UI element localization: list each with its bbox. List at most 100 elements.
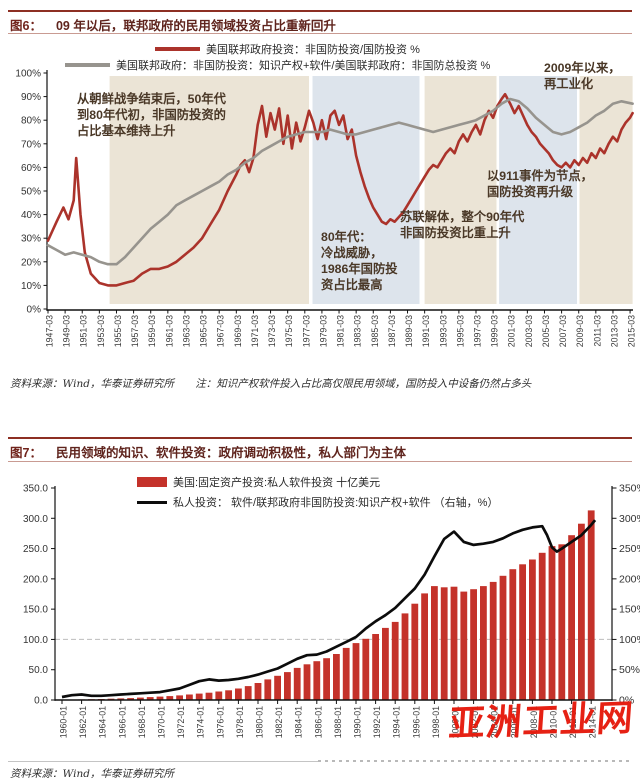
x-tick-label: 1992-01 [372, 706, 382, 738]
annotation-eighties-coldwar: 80年代： 冷战威胁， 1986年国防投 资占比最高 [321, 230, 398, 292]
fig7-legend-label-bars: 美国:固定资产投资:私人软件投资 十亿美元 [173, 477, 381, 489]
x-tick-label: 1997-03 [473, 315, 483, 347]
fig6-source-line: 资料来源：Wind，华泰证券研究所 注：知识产权软件投入占比高仅限民用领域，国防… [10, 376, 531, 391]
right-tick-label: 150% [619, 604, 640, 616]
right-tick-label: 200% [619, 573, 640, 585]
software-investment-bar [186, 694, 193, 700]
software-investment-bar [548, 546, 556, 700]
software-investment-bar [558, 544, 566, 700]
left-tick-label: 200.0 [23, 574, 48, 585]
software-investment-bar [382, 627, 389, 700]
x-tick-label: 2014-01 [588, 706, 598, 738]
software-investment-bar [499, 575, 507, 700]
y-tick-label: 10% [21, 281, 41, 292]
x-tick-label: 1993-03 [438, 315, 448, 347]
right-tick-label: 100% [619, 634, 640, 646]
y-tick-label: 100% [15, 69, 41, 80]
software-investment-bar [342, 647, 350, 700]
fig6-legend-label-gray: 美国联邦政府：非国防投资：知识产权+软件/美国联邦政府：非国防总投资 % [116, 60, 491, 72]
fig7-rule-top [8, 437, 632, 439]
right-tick-label: 350% [619, 483, 640, 495]
x-tick-label: 2006-01 [509, 706, 519, 738]
software-investment-bar [156, 696, 164, 700]
fig6-title: 09 年以后，联邦政府的民用领域投资占比重新回升 [55, 19, 336, 33]
software-investment-bar [146, 697, 154, 700]
software-investment-bar [195, 693, 203, 700]
x-tick-label: 1971-03 [250, 315, 260, 347]
x-tick-label: 1949-03 [62, 315, 72, 347]
software-investment-bar [323, 658, 330, 700]
software-investment-bar [352, 643, 360, 700]
fig7-label: 图7： [10, 446, 42, 460]
site-watermark: 亚洲工业网 [447, 696, 636, 746]
x-tick-label: 1970-01 [157, 706, 167, 738]
software-investment-bar [225, 690, 232, 700]
software-investment-bar [264, 679, 272, 700]
software-investment-bar [244, 686, 252, 700]
right-tick-label: 50% [619, 664, 640, 676]
x-tick-label: 2009-03 [575, 315, 585, 347]
y-tick-label: 20% [21, 257, 41, 268]
left-tick-label: 100.0 [23, 635, 48, 646]
x-tick-label: 2005-03 [541, 315, 551, 347]
x-tick-label: 1973-03 [267, 315, 277, 347]
period-band [579, 76, 633, 304]
x-tick-label: 1959-03 [147, 315, 157, 347]
software-investment-bar [421, 593, 428, 700]
x-tick-label: 2012-01 [568, 706, 578, 738]
x-tick-label: 1982-01 [274, 706, 284, 738]
software-investment-bar [509, 569, 517, 700]
y-tick-label: 80% [21, 116, 41, 127]
x-tick-label: 1965-03 [199, 315, 209, 347]
x-tick-label: 1967-03 [216, 315, 226, 347]
x-tick-label: 1989-03 [404, 315, 414, 347]
software-investment-bar [519, 564, 526, 700]
fig7-title: 民用领域的知识、软件投资：政府调动积极性，私人部门为主体 [55, 446, 406, 460]
fig6-header: 图6： 09 年以后，联邦政府的民用领域投资占比重新回升 [10, 15, 336, 35]
x-tick-label: 2013-03 [609, 315, 619, 347]
fig6-rule-sub [8, 33, 632, 34]
software-investment-bar [293, 667, 301, 700]
fig7-source: 资料来源：Wind，华泰证券研究所 [10, 768, 174, 780]
x-tick-label: 1969-03 [233, 315, 243, 347]
fig6-legend-item-red: 美国联邦政府投资：非国防投资/国防投资 % [155, 41, 420, 57]
software-investment-bar [166, 696, 174, 700]
footer-divider-solid [8, 761, 318, 762]
right-tick-label: 0% [619, 695, 634, 707]
x-tick-label: 1991-03 [421, 315, 431, 347]
right-tick-label: 300% [619, 513, 640, 525]
x-tick-label: 1955-03 [113, 315, 123, 347]
left-tick-label: 300.0 [23, 514, 48, 525]
red-line-swatch [155, 47, 200, 51]
software-investment-bar [372, 634, 379, 700]
x-tick-label: 1947-03 [45, 315, 55, 347]
software-investment-bar [440, 587, 448, 700]
x-tick-label: 1972-01 [176, 706, 186, 738]
fig7-legend-item-line: 私人投资： 软件/联邦政府非国防投资:知识产权+软件 （右轴，%） [137, 494, 498, 510]
software-investment-bar [401, 613, 409, 700]
software-investment-bar [215, 691, 223, 700]
software-investment-bar [284, 672, 291, 700]
x-tick-label: 1980-01 [255, 706, 265, 738]
x-tick-label: 1987-03 [387, 315, 397, 347]
software-investment-bar [489, 581, 497, 700]
x-tick-label: 2015-03 [627, 315, 637, 347]
software-investment-bar [235, 688, 242, 700]
red-bar-swatch [137, 477, 167, 487]
y-tick-label: 40% [21, 210, 41, 221]
x-tick-label: 2003-03 [524, 315, 534, 347]
software-investment-bar [578, 523, 585, 700]
x-tick-label: 2001-03 [507, 315, 517, 347]
y-tick-label: 70% [21, 139, 41, 150]
x-tick-label: 1963-03 [181, 315, 191, 347]
x-tick-label: 1951-03 [79, 315, 89, 347]
left-tick-label: 150.0 [23, 605, 48, 616]
x-tick-label: 1961-03 [164, 315, 174, 347]
fig7-source-line: 资料来源：Wind，华泰证券研究所 [10, 766, 174, 781]
x-tick-label: 1978-01 [235, 706, 245, 738]
x-tick-label: 1960-01 [59, 706, 69, 738]
x-tick-label: 1983-03 [353, 315, 363, 347]
software-investment-bar [274, 675, 281, 700]
software-investment-bar [450, 586, 458, 700]
